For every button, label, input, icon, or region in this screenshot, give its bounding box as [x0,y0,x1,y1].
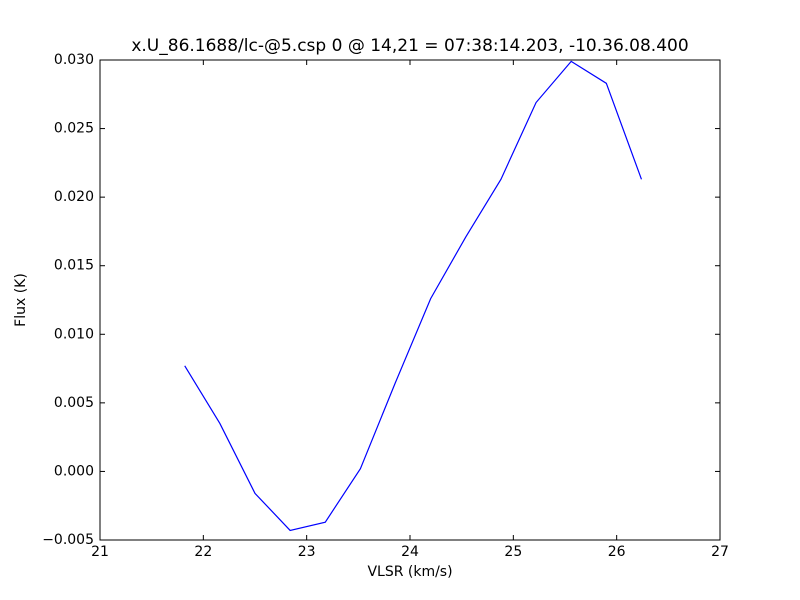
x-tick-label: 23 [298,544,316,560]
y-tick-label: 0.025 [54,121,94,137]
x-tick-label: 21 [91,544,109,560]
y-tick-label: 0.020 [54,189,94,205]
chart-title: x.U_86.1688/lc-@5.csp 0 @ 14,21 = 07:38:… [131,36,688,56]
x-tick-label: 26 [608,544,626,560]
x-tick-label: 24 [401,544,419,560]
y-tick-label: 0.030 [54,52,94,68]
y-tick-label: 0.015 [54,258,94,274]
x-axis-label: VLSR (km/s) [367,564,452,580]
y-tick-label: 0.000 [54,463,94,479]
data-line [184,60,643,532]
y-tick-label: 0.005 [54,395,94,411]
y-tick-label: −0.005 [42,532,94,548]
y-axis-label: Flux (K) [13,273,29,327]
plot-frame [99,59,721,541]
x-tick-label: 22 [194,544,212,560]
y-tick-label: 0.010 [54,326,94,342]
x-tick-label: 27 [711,544,729,560]
x-tick-label: 25 [504,544,522,560]
